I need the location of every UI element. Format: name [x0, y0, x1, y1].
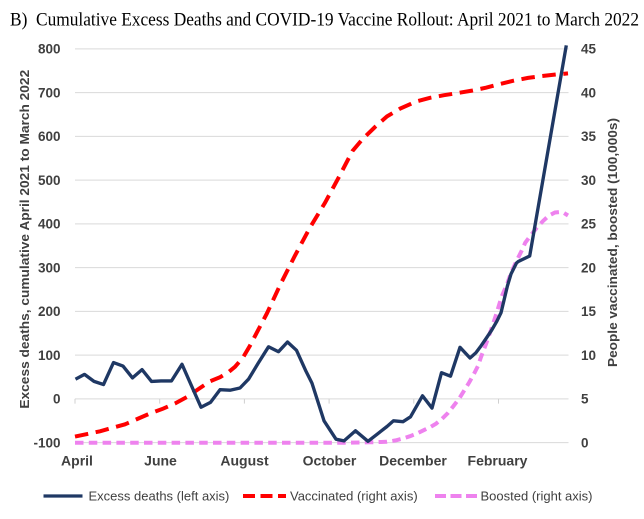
- svg-text:15: 15: [581, 304, 597, 319]
- svg-text:300: 300: [38, 260, 61, 275]
- svg-text:April: April: [61, 453, 93, 469]
- svg-text:Boosted (right axis): Boosted (right axis): [481, 489, 593, 504]
- svg-text:Excess deaths, cumulative Apri: Excess deaths, cumulative April 2021 to …: [17, 70, 32, 409]
- svg-text:Excess deaths (left axis): Excess deaths (left axis): [89, 489, 230, 504]
- svg-text:800: 800: [38, 42, 61, 57]
- svg-text:100: 100: [38, 348, 61, 363]
- svg-text:200: 200: [38, 304, 61, 319]
- svg-text:40: 40: [581, 85, 596, 100]
- svg-text:December: December: [379, 453, 447, 469]
- svg-text:B) Cumulative Excess Deaths a: B) Cumulative Excess Deaths and COVID-19…: [10, 10, 639, 31]
- svg-text:25: 25: [581, 217, 597, 232]
- svg-text:0: 0: [53, 392, 61, 407]
- svg-text:5: 5: [581, 392, 589, 407]
- svg-text:500: 500: [38, 173, 61, 188]
- svg-text:30: 30: [581, 173, 596, 188]
- svg-text:People vaccinated, boosted (10: People vaccinated, boosted (100,000s): [605, 118, 620, 367]
- svg-text:20: 20: [581, 260, 596, 275]
- svg-text:-100: -100: [33, 435, 60, 450]
- svg-text:600: 600: [38, 129, 61, 144]
- svg-text:August: August: [220, 453, 269, 469]
- svg-text:10: 10: [581, 348, 596, 363]
- svg-text:45: 45: [581, 42, 597, 57]
- svg-text:35: 35: [581, 129, 597, 144]
- svg-text:700: 700: [38, 85, 61, 100]
- svg-text:400: 400: [38, 217, 61, 232]
- svg-text:Vaccinated (right axis): Vaccinated (right axis): [290, 489, 418, 504]
- svg-text:October: October: [303, 453, 357, 469]
- svg-text:0: 0: [581, 435, 589, 450]
- svg-text:June: June: [144, 453, 177, 469]
- svg-text:February: February: [468, 453, 528, 469]
